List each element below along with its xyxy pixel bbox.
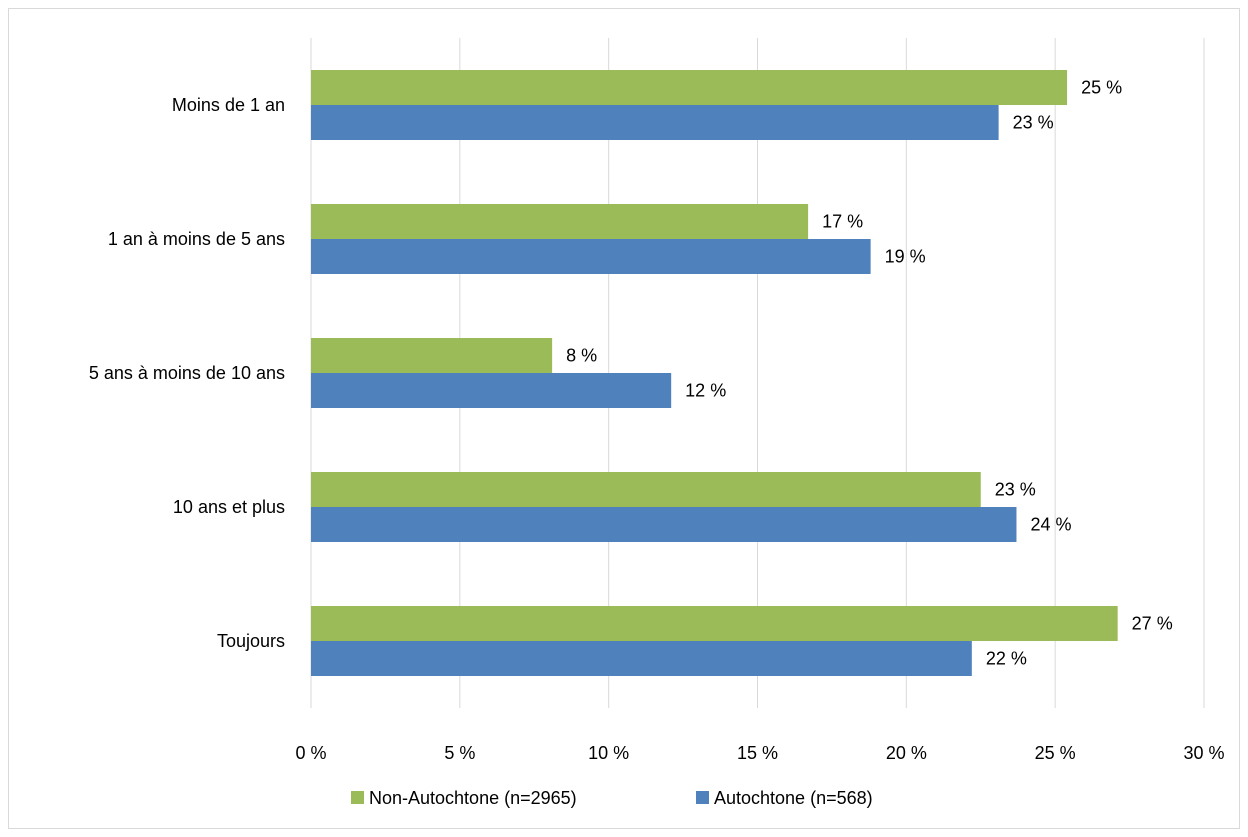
category-label: Toujours <box>217 631 285 651</box>
data-label: 23 % <box>995 480 1036 500</box>
bar <box>311 239 871 274</box>
category-label: 5 ans à moins de 10 ans <box>89 363 285 383</box>
category-label: 10 ans et plus <box>173 497 285 517</box>
data-label: 17 % <box>822 212 863 232</box>
x-tick-labels: 0 % 5 % 10 % 15 % 20 % 25 % 30 % <box>295 743 1224 763</box>
x-tick-label: 10 % <box>588 743 629 763</box>
category-label: 1 an à moins de 5 ans <box>108 229 285 249</box>
bar <box>311 606 1118 641</box>
bar <box>311 338 553 373</box>
data-label: 19 % <box>885 247 926 267</box>
data-label: 8 % <box>566 346 597 366</box>
legend-label: Autochtone (n=568) <box>714 788 873 808</box>
legend: Non-Autochtone (n=2965) Autochtone (n=568… <box>351 788 873 808</box>
bar <box>311 641 972 676</box>
data-label: 25 % <box>1081 78 1122 98</box>
category-labels: Moins de 1 an 1 an à moins de 5 ans 5 ans … <box>89 95 285 651</box>
bar <box>311 472 981 507</box>
bar <box>311 105 999 140</box>
category-label: Moins de 1 an <box>172 95 285 115</box>
x-tick-label: 5 % <box>444 743 475 763</box>
x-tick-label: 25 % <box>1035 743 1076 763</box>
data-label: 22 % <box>986 649 1027 669</box>
bar <box>311 70 1068 105</box>
legend-label: Non-Autochtone (n=2965) <box>369 788 577 808</box>
chart-frame <box>8 8 1240 829</box>
x-tick-label: 20 % <box>886 743 927 763</box>
data-label: 12 % <box>685 381 726 401</box>
x-tick-label: 0 % <box>295 743 326 763</box>
data-label: 24 % <box>1030 515 1071 535</box>
data-label: 27 % <box>1132 614 1173 634</box>
bar <box>311 204 809 239</box>
legend-swatch <box>696 791 709 804</box>
bar <box>311 373 672 408</box>
x-tick-label: 30 % <box>1183 743 1224 763</box>
x-tick-label: 15 % <box>737 743 778 763</box>
bar <box>311 507 1017 542</box>
data-labels: 25 % 23 % 17 % 19 % 8 % 12 % 23 % 24 % 27 % 22 % <box>566 78 1173 669</box>
data-label: 23 % <box>1013 113 1054 133</box>
grid-lines <box>310 38 1205 708</box>
bars <box>311 70 1118 676</box>
legend-swatch <box>351 791 364 804</box>
